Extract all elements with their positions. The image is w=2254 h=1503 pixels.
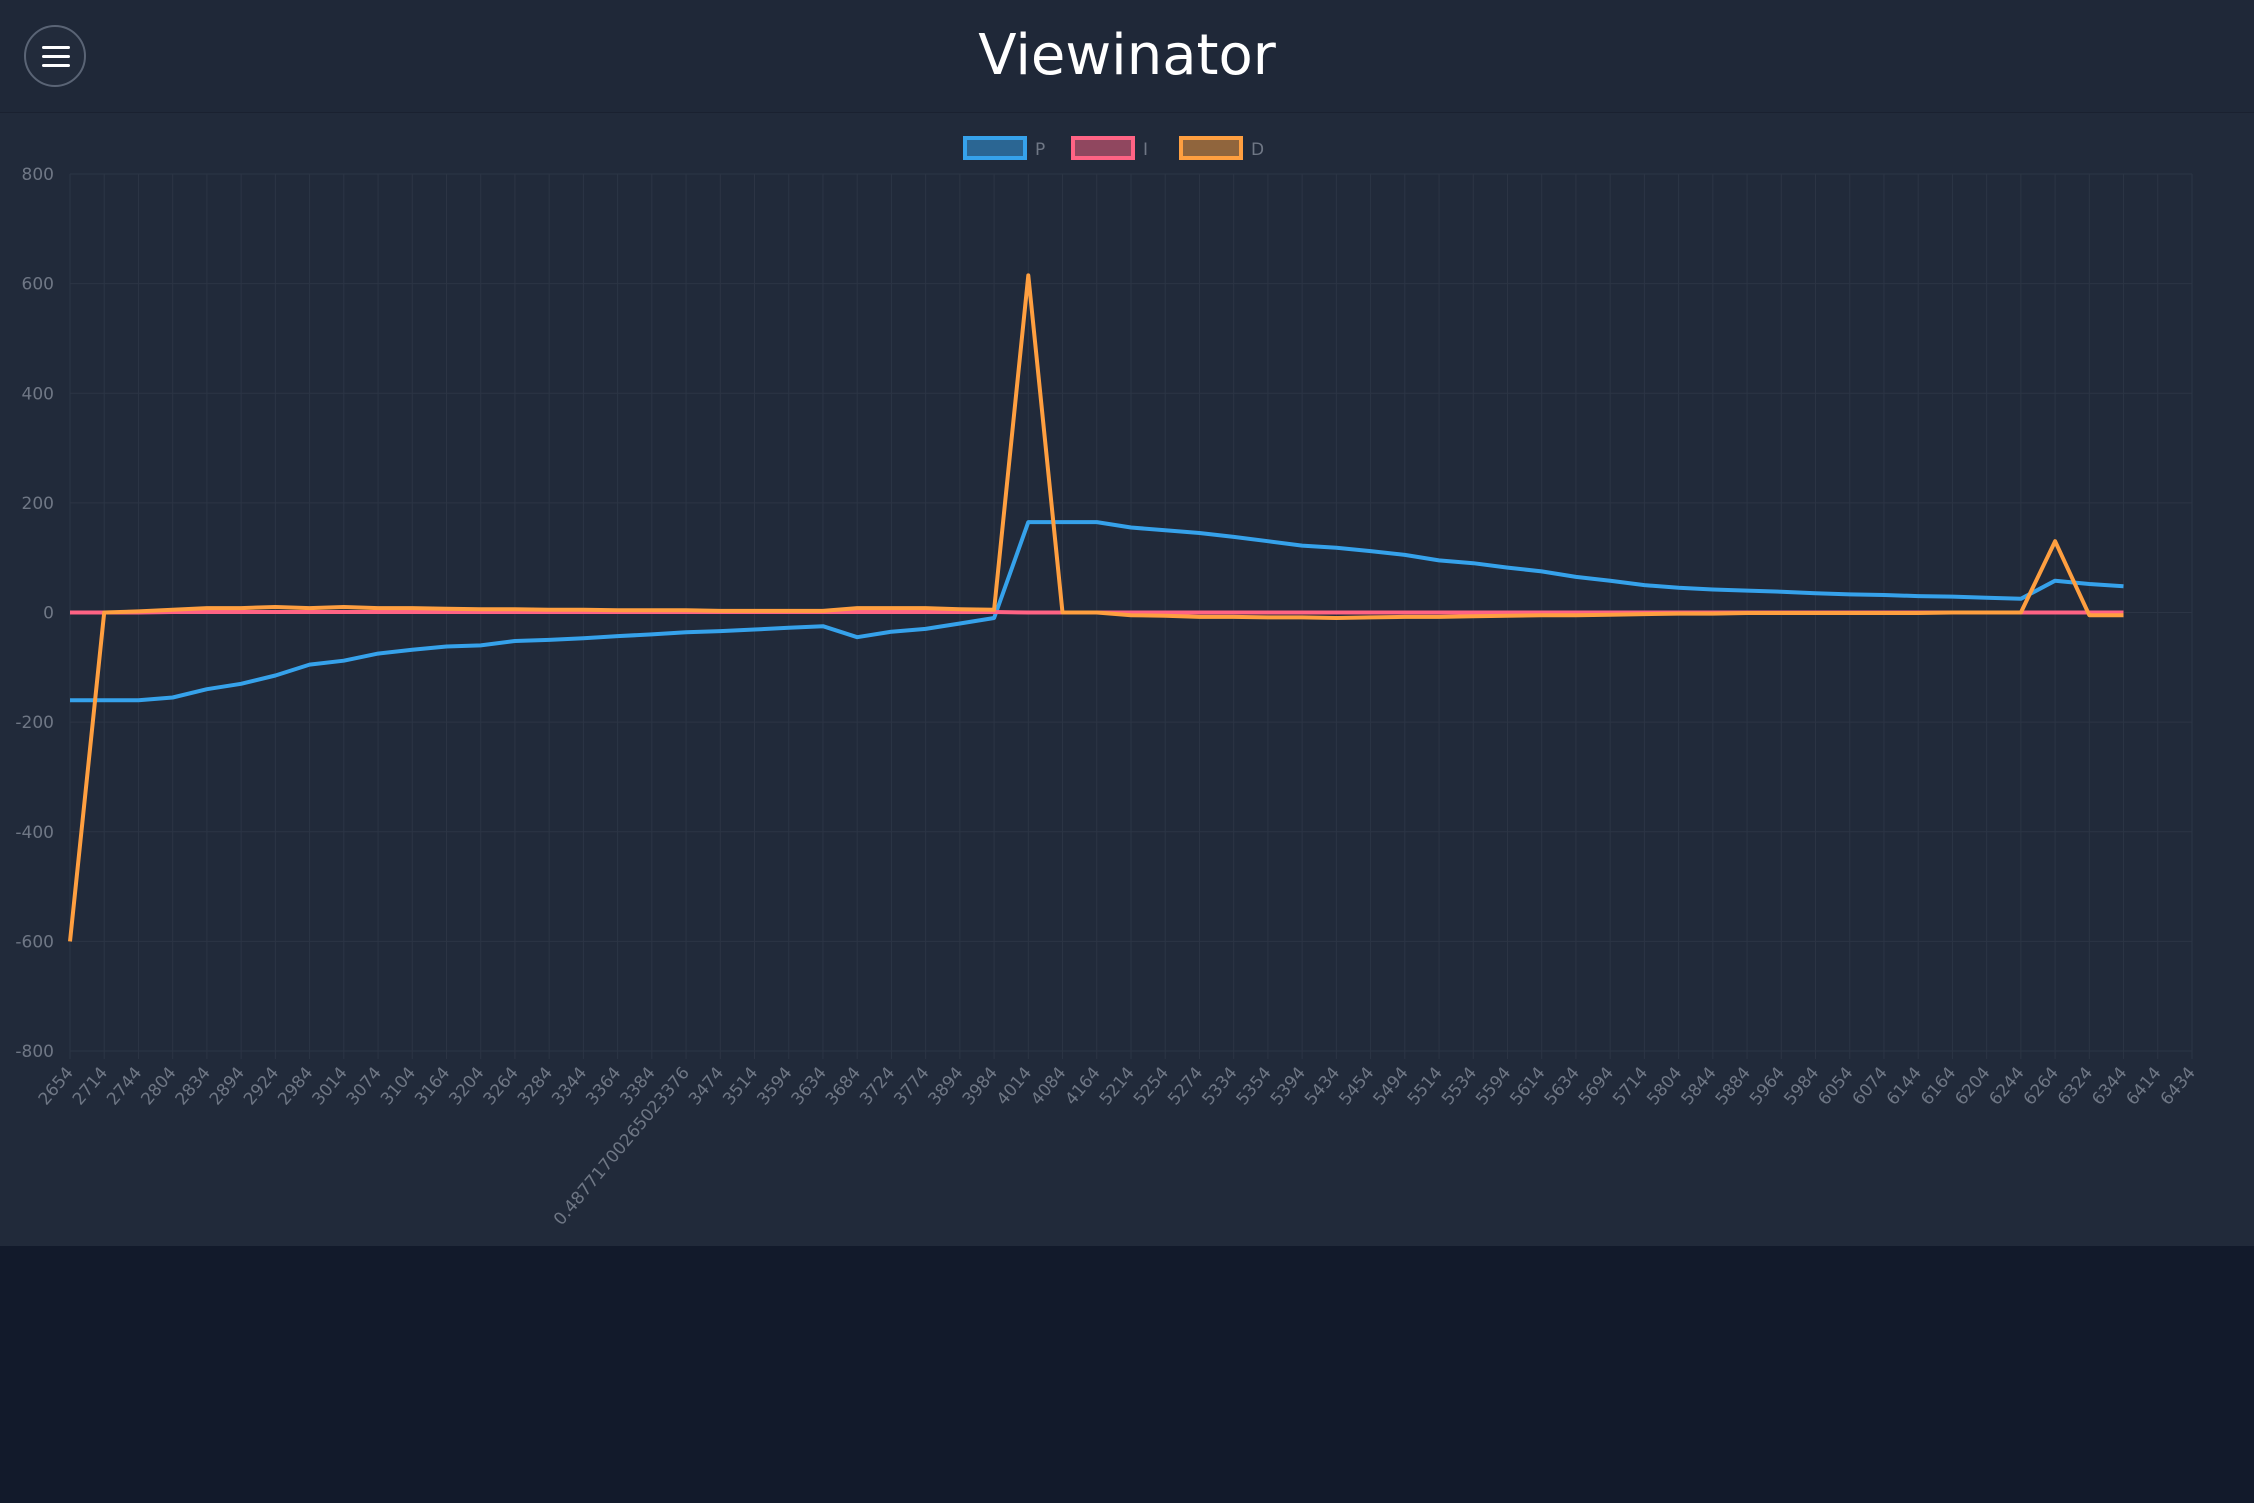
x-tick-label: 3514 (719, 1063, 762, 1109)
y-tick-label: 800 (22, 165, 54, 185)
x-tick-label: 3164 (411, 1063, 454, 1109)
x-tick-label: 5804 (1643, 1063, 1686, 1109)
x-tick-label: 5214 (1096, 1063, 1139, 1109)
x-tick-label: 2804 (137, 1063, 180, 1109)
x-tick-label: 3344 (548, 1063, 591, 1109)
x-tick-label: 3684 (822, 1063, 865, 1109)
x-tick-label: 5494 (1370, 1063, 1413, 1109)
x-tick-label: 6164 (1917, 1063, 1960, 1109)
header: Viewinator (0, 0, 2254, 112)
y-tick-label: -600 (15, 932, 54, 952)
x-tick-label: 3984 (959, 1063, 1002, 1109)
x-tick-label: 5594 (1472, 1063, 1515, 1109)
x-tick-label: 5884 (1712, 1063, 1755, 1109)
x-tick-label: 5614 (1506, 1063, 1549, 1109)
y-tick-label: 0 (43, 604, 54, 624)
legend-label: D (1251, 140, 1264, 160)
x-tick-label: 5454 (1335, 1063, 1378, 1109)
x-tick-label: 5714 (1609, 1063, 1652, 1109)
legend-swatch (1071, 136, 1135, 160)
legend-label: I (1143, 140, 1148, 160)
x-tick-label: 5694 (1575, 1063, 1618, 1109)
x-tick-label: 4164 (1061, 1063, 1104, 1109)
x-tick-label: 2924 (240, 1063, 283, 1109)
x-tick-label: 3474 (685, 1063, 728, 1109)
x-tick-label: 6414 (2122, 1063, 2165, 1109)
x-tick-label: 3284 (514, 1063, 557, 1109)
y-tick-label: 200 (22, 494, 54, 514)
x-tick-label: 5534 (1438, 1063, 1481, 1109)
x-tick-label: 5394 (1267, 1063, 1310, 1109)
x-tick-label: 3014 (309, 1063, 352, 1109)
x-tick-label: 6204 (1951, 1063, 1994, 1109)
x-tick-label: 6244 (1986, 1063, 2029, 1109)
legend-item: I (1071, 136, 1148, 160)
y-tick-label: 600 (22, 275, 54, 295)
x-tick-label: 2984 (274, 1063, 317, 1109)
x-tick-label: 3364 (582, 1063, 625, 1109)
legend-swatch (1179, 136, 1243, 160)
x-tick-label: 6054 (1814, 1063, 1857, 1109)
series-line (68, 273, 2124, 942)
x-tick-label: 3894 (925, 1063, 968, 1109)
x-tick-label: 3634 (788, 1063, 831, 1109)
y-tick-label: -400 (15, 823, 54, 843)
chart-card (0, 112, 2254, 1246)
y-tick-label: 400 (22, 384, 54, 404)
x-tick-label: 5964 (1746, 1063, 1789, 1109)
x-tick-label: 3204 (445, 1063, 488, 1109)
x-tick-label: 2834 (172, 1063, 215, 1109)
y-tick-label: -800 (15, 1042, 54, 1062)
x-tick-label: 5254 (1130, 1063, 1173, 1109)
legend-swatch (963, 136, 1027, 160)
x-tick-label: 5514 (1404, 1063, 1447, 1109)
x-tick-label: 6074 (1849, 1063, 1892, 1109)
x-tick-label: 5844 (1678, 1063, 1721, 1109)
y-tick-label: -200 (15, 713, 54, 733)
legend-label: P (1035, 140, 1045, 160)
x-tick-label: 3594 (753, 1063, 796, 1109)
x-tick-label: 2654 (35, 1063, 78, 1109)
x-tick-label: 6324 (2054, 1063, 2097, 1109)
menu-button[interactable] (24, 25, 86, 87)
x-tick-label: 2714 (69, 1063, 112, 1109)
legend-item: P (963, 136, 1045, 160)
x-tick-label: 5434 (1301, 1063, 1344, 1109)
x-tick-label: 2894 (206, 1063, 249, 1109)
x-tick-label: 5274 (1164, 1063, 1207, 1109)
x-tick-label: 6264 (2020, 1063, 2063, 1109)
x-tick-label: 6144 (1883, 1063, 1926, 1109)
legend-item: D (1179, 136, 1264, 160)
x-tick-label: 3074 (343, 1063, 386, 1109)
x-tick-label: 5984 (1780, 1063, 1823, 1109)
x-tick-label: 4084 (1027, 1063, 1070, 1109)
x-tick-label: 6344 (2088, 1063, 2131, 1109)
app-title: Viewinator (978, 23, 1276, 88)
x-tick-label: 5354 (1233, 1063, 1276, 1109)
x-tick-label: 5334 (1198, 1063, 1241, 1109)
x-tick-label: 3724 (856, 1063, 899, 1109)
series-line (70, 520, 2124, 703)
x-tick-label: 3774 (890, 1063, 933, 1109)
x-tick-label: 2744 (103, 1063, 146, 1109)
x-tick-label: 6434 (2157, 1063, 2200, 1109)
x-tick-label: 3104 (377, 1063, 420, 1109)
x-tick-label: 3264 (480, 1063, 523, 1109)
x-tick-label: 4014 (993, 1063, 1036, 1109)
x-tick-label: 5634 (1541, 1063, 1584, 1109)
